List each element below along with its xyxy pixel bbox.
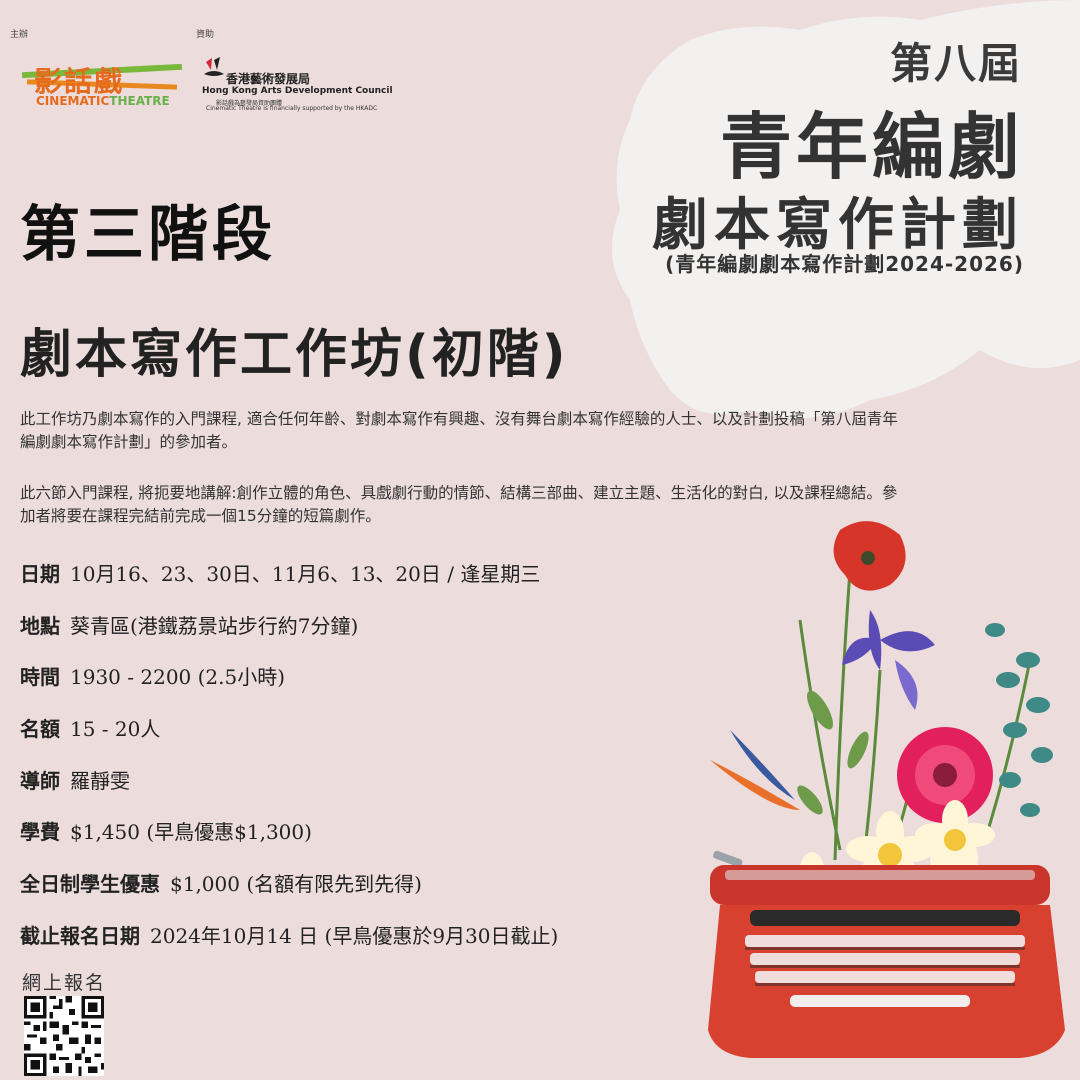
sponsor-logo-cn: 香港藝術發展局 <box>226 72 311 86</box>
info-row-time: 時間 1930 - 2200 (2.5小時) <box>20 661 285 690</box>
info-value: $1,000 (名額有限先到先得) <box>170 872 422 896</box>
intro-paragraph-2: 此六節入門課程, 將扼要地講解:創作立體的角色、具戲劇行動的情節、結構三部曲、建… <box>20 484 898 525</box>
info-value: 15 - 20人 <box>70 717 161 741</box>
sponsor-logo-sub-en: Cinematic Theatre is financially support… <box>206 105 378 112</box>
info-value: 1930 - 2200 (2.5小時) <box>70 665 286 689</box>
sponsor-logo-en: Hong Kong Arts Development Council <box>202 86 393 96</box>
typewriter <box>708 850 1065 1058</box>
info-value: 2024年10月14 日 (早鳥優惠於9月30日截止) <box>150 924 559 948</box>
info-row-quota: 名額 15 - 20人 <box>20 713 160 742</box>
info-value: 葵青區(港鐵荔景站步行約7分鐘) <box>70 614 359 638</box>
organizer-logo-en-b: THEATRE <box>109 94 170 108</box>
qr-code[interactable] <box>24 996 104 1076</box>
workshop-heading: 劇本寫作工作坊(初階) <box>20 325 569 385</box>
gerbera-flower <box>897 727 993 823</box>
hkadc-logo: 香港藝術發展局 Hong Kong Arts Development Counc… <box>202 56 393 112</box>
info-row-student-discount: 全日制學生優惠 $1,000 (名額有限先到先得) <box>20 868 422 897</box>
info-row-date: 日期 10月16、23、30日、11月6、13、20日 / 逢星期三 <box>20 558 540 587</box>
eucalyptus-leaves <box>985 623 1053 817</box>
bird-of-paradise-flower <box>710 730 800 810</box>
info-label: 地點 <box>20 614 60 638</box>
title-edition: 第八屆 <box>889 39 1022 88</box>
intro-paragraph-1: 此工作坊乃劇本寫作的入門課程, 適合任何年齡、對劇本寫作有興趣、沒有舞台劇本寫作… <box>20 410 898 451</box>
flower-stems <box>798 569 1032 861</box>
info-value: 10月16、23、30日、11月6、13、20日 / 逢星期三 <box>70 562 541 586</box>
title-main-line1: 青年編劇 <box>719 105 1024 189</box>
organizer-logo-en-a: CINEMATIC <box>36 94 110 108</box>
typewriter-flowers-illustration <box>708 521 1065 1058</box>
sponsor-logo-sub-cn: 影話戲為藝發局資助團體 <box>216 100 283 107</box>
info-label: 日期 <box>20 562 60 586</box>
cinematic-theatre-logo: 影話戲 CINEMATICTHEATRE <box>21 58 183 110</box>
sponsor-label: 資助 <box>196 30 215 40</box>
info-row-fee: 學費 $1,450 (早鳥優惠$1,300) <box>20 816 312 845</box>
info-row-tutor: 導師 羅靜雯 <box>20 765 130 794</box>
hkadc-emblem-icon <box>204 57 224 76</box>
info-label: 學費 <box>20 820 60 844</box>
stage-heading: 第三階段 <box>20 200 276 270</box>
iris-flower <box>842 610 935 710</box>
title-parenthetical: (青年編劇劇本寫作計劃2024-2026) <box>665 252 1024 276</box>
info-label: 名額 <box>20 717 60 741</box>
online-registration-label: 網上報名 <box>22 972 107 994</box>
title-main-line2: 劇本寫作計劃 <box>652 193 1024 258</box>
title-background-blob <box>612 0 1080 418</box>
poppy-flower <box>833 521 906 591</box>
info-value: 羅靜雯 <box>70 769 130 793</box>
organizer-label: 主辦 <box>10 30 29 40</box>
organizer-logo-en: CINEMATICTHEATRE <box>36 94 170 108</box>
info-label: 導師 <box>20 769 60 793</box>
info-value: $1,450 (早鳥優惠$1,300) <box>70 820 312 844</box>
info-label: 時間 <box>20 665 60 689</box>
info-label: 截止報名日期 <box>20 924 140 948</box>
info-row-venue: 地點 葵青區(港鐵荔景站步行約7分鐘) <box>20 610 358 639</box>
organizer-logo-cn: 影話戲 <box>34 65 125 98</box>
info-row-deadline: 截止報名日期 2024年10月14 日 (早鳥優惠於9月30日截止) <box>20 920 558 949</box>
leaves <box>797 690 869 815</box>
info-label: 全日制學生優惠 <box>20 872 160 896</box>
